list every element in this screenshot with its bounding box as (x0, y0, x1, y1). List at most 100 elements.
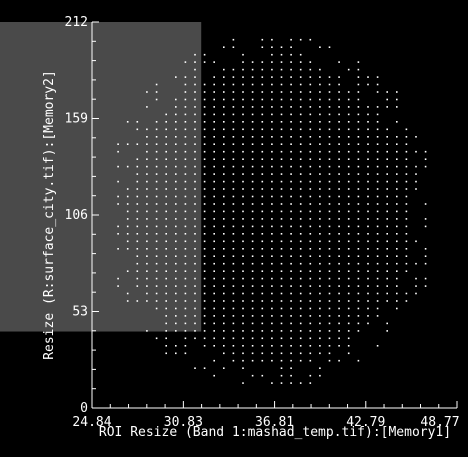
data-point (280, 188, 283, 190)
data-point (232, 352, 235, 355)
data-point (376, 300, 379, 302)
data-point (232, 150, 235, 153)
data-point (290, 38, 292, 41)
data-point (367, 300, 369, 302)
data-point (203, 106, 206, 108)
data-point (338, 61, 340, 63)
data-point (251, 270, 254, 272)
data-point (271, 143, 273, 145)
data-point (405, 270, 408, 272)
data-point (396, 292, 398, 295)
data-point (213, 173, 215, 175)
data-point (184, 233, 187, 235)
data-point (271, 359, 273, 362)
data-point (136, 262, 139, 265)
data-point (271, 121, 273, 123)
data-point (175, 270, 177, 272)
data-point (367, 136, 369, 138)
data-point (165, 330, 167, 332)
data-point (347, 91, 350, 93)
data-point (319, 188, 321, 190)
data-point (280, 121, 283, 123)
data-point (299, 225, 302, 228)
data-point (213, 248, 215, 250)
data-point (367, 106, 369, 108)
data-point (376, 188, 379, 190)
data-point (251, 315, 254, 317)
data-point (194, 143, 196, 145)
data-point (194, 322, 196, 325)
x-tick-label: 24.84 (72, 415, 111, 430)
data-point (280, 218, 283, 220)
data-point (309, 262, 312, 265)
data-point (338, 106, 340, 108)
data-point (376, 165, 379, 168)
data-point (126, 218, 129, 220)
data-point (357, 270, 360, 272)
data-point (309, 285, 312, 287)
data-point (376, 292, 379, 295)
data-point (232, 240, 235, 243)
data-point (357, 76, 360, 78)
data-point (232, 300, 235, 302)
data-point (261, 233, 264, 235)
data-point (424, 203, 427, 205)
data-point (251, 121, 254, 123)
data-point (376, 248, 379, 250)
data-point (261, 188, 264, 190)
data-point (405, 188, 408, 190)
data-point (367, 150, 369, 153)
data-point (328, 158, 331, 160)
data-point (367, 285, 369, 287)
data-point (328, 106, 331, 108)
data-point (386, 248, 388, 250)
data-point (328, 315, 331, 317)
data-point (223, 113, 225, 116)
data-point (232, 307, 235, 310)
data-point (424, 255, 427, 257)
data-point (357, 262, 360, 265)
data-point (347, 158, 350, 160)
data-point (146, 240, 148, 243)
data-point (251, 203, 254, 205)
data-point (184, 262, 187, 265)
x-axis-label: ROI Resize (Band 1:mashad_temp.tif):[Mem… (99, 425, 451, 440)
data-point (251, 300, 254, 302)
data-point (203, 180, 206, 183)
data-point (299, 233, 302, 235)
data-point (290, 218, 292, 220)
data-point (347, 255, 350, 257)
data-point (347, 330, 350, 332)
data-point (261, 292, 264, 295)
data-point (184, 277, 187, 280)
data-point (261, 91, 264, 93)
data-point (367, 277, 369, 280)
data-point (203, 165, 206, 168)
data-point (223, 292, 225, 295)
data-point (194, 248, 196, 250)
data-point (271, 68, 273, 71)
data-point (280, 233, 283, 235)
data-point (232, 255, 235, 257)
data-point (338, 98, 340, 101)
data-point (146, 128, 148, 131)
data-point (223, 270, 225, 272)
data-point (165, 322, 167, 325)
data-point (271, 61, 273, 63)
data-point (223, 300, 225, 302)
data-point (367, 262, 369, 265)
data-point (290, 68, 292, 71)
data-point (338, 165, 340, 168)
data-point (203, 322, 206, 325)
data-point (367, 158, 369, 160)
data-point (126, 210, 129, 213)
data-point (328, 330, 331, 332)
data-point (396, 225, 398, 228)
data-point (213, 83, 215, 86)
data-point (232, 173, 235, 175)
data-point (386, 98, 388, 101)
data-point (175, 180, 177, 183)
data-point (232, 218, 235, 220)
data-point (126, 203, 129, 205)
data-point (175, 285, 177, 287)
